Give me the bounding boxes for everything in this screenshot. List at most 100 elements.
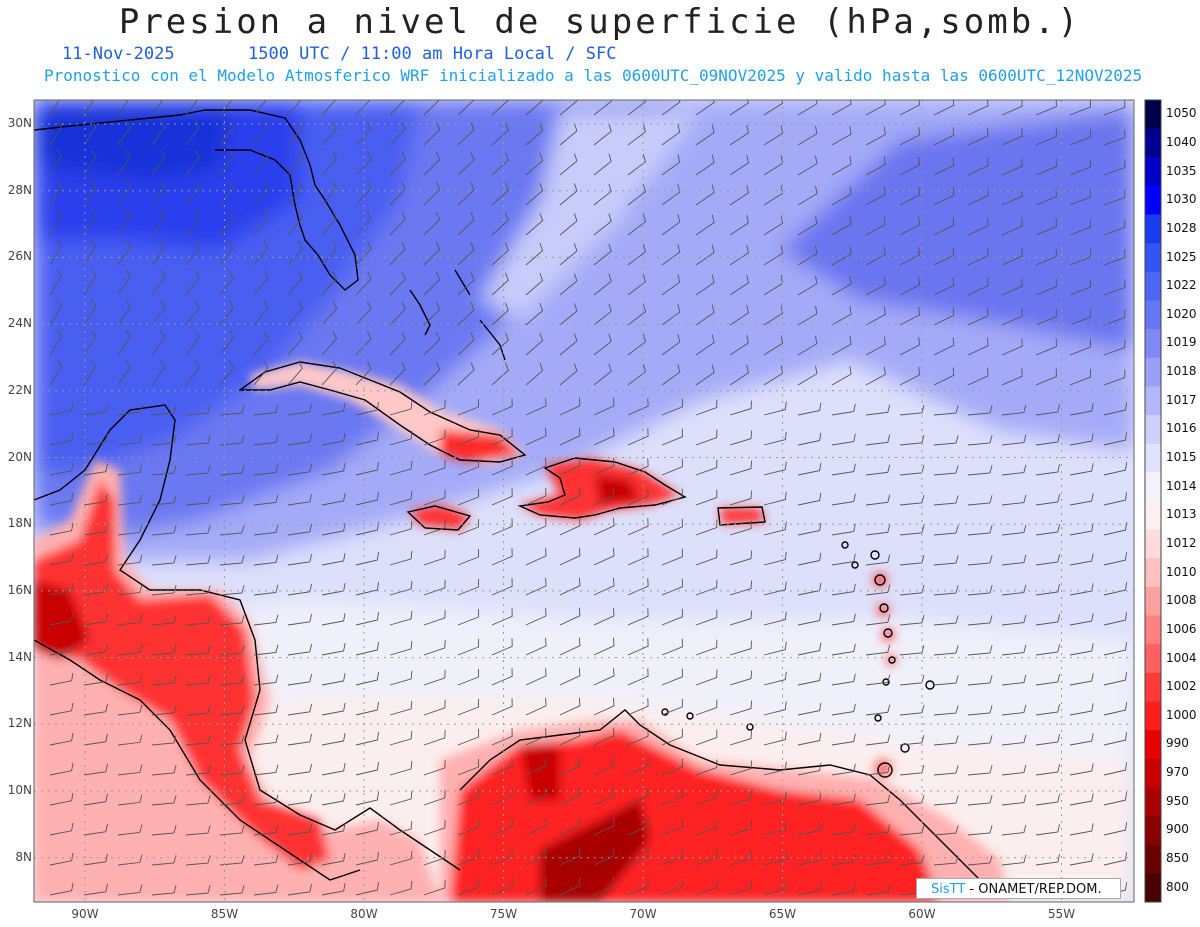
wind-barb (525, 547, 547, 566)
wind-barb (49, 432, 74, 446)
wind-barb (831, 276, 852, 296)
wind-barb (491, 608, 513, 626)
wind-barb (287, 270, 303, 296)
wind-barb (559, 637, 581, 656)
wind-barb (1001, 734, 1027, 746)
wind-barb (49, 492, 74, 506)
wind-barb (763, 611, 787, 626)
colorbar-level-label: 1030 (1166, 192, 1197, 207)
wind-barb (117, 100, 129, 116)
wind-barb (627, 608, 649, 626)
wind-barb (763, 245, 784, 266)
wind-barb (389, 181, 406, 206)
wind-barb (287, 300, 303, 326)
wind-barb (661, 364, 681, 386)
wind-barb (831, 673, 856, 686)
wind-barb (321, 463, 346, 476)
wind-barb (185, 645, 211, 656)
wind-barb (967, 855, 993, 866)
wind-barb (1069, 129, 1091, 146)
wind-barb (593, 333, 612, 356)
wind-barb (933, 615, 959, 626)
wind-barb (593, 517, 615, 536)
wind-barb (967, 525, 993, 536)
lat-label: 22N (7, 382, 32, 397)
wind-barb (899, 734, 925, 746)
wind-barb (151, 240, 166, 266)
wind-barb (593, 100, 612, 116)
wind-barb (185, 360, 200, 386)
wind-barb (831, 403, 856, 416)
wind-barb (457, 332, 475, 356)
pressure-field (34, 100, 1134, 902)
wind-barb (763, 461, 787, 476)
wind-barb (49, 642, 74, 656)
wind-barb (253, 524, 279, 536)
wind-barb (933, 247, 955, 266)
lon-label: 75W (489, 907, 518, 921)
wind-barb (933, 765, 959, 776)
wind-barb (253, 434, 279, 446)
wind-barb (695, 100, 715, 116)
wind-barb (457, 639, 479, 656)
wind-barb (1103, 492, 1128, 506)
wind-barb (1103, 189, 1126, 206)
wind-barb (1001, 158, 1023, 176)
wind-barb (491, 182, 509, 206)
wind-barb (627, 728, 649, 746)
wind-barb (253, 794, 279, 806)
wind-barb (355, 121, 372, 146)
wind-barb (423, 549, 446, 566)
wind-barb (525, 212, 544, 236)
wind-barb (661, 848, 683, 866)
wind-barb (967, 765, 993, 776)
wind-barb (933, 405, 959, 416)
wind-barb (287, 360, 303, 386)
wind-barb (525, 487, 547, 506)
colorbar-swatch (1145, 243, 1161, 273)
wind-barb (763, 215, 784, 236)
wind-barb (219, 465, 245, 476)
wind-barb (525, 517, 547, 536)
wind-barb (1035, 854, 1061, 866)
wind-barb (491, 878, 513, 896)
wind-barb (695, 429, 718, 446)
wind-barb (219, 150, 235, 176)
wind-barb (1035, 764, 1061, 776)
wind-barb (933, 307, 955, 326)
wind-barb (321, 271, 338, 296)
wind-barb (117, 884, 143, 896)
wind-barb (321, 553, 346, 566)
wind-barb (423, 212, 441, 236)
credit-badge: SisTT - ONAMET/REP.DOM. (916, 878, 1121, 899)
wind-barb (1069, 249, 1091, 266)
wind-barb (865, 216, 886, 236)
wind-barb (117, 359, 131, 386)
wind-barb (967, 157, 989, 176)
wind-barb (695, 609, 718, 626)
wind-barb (899, 704, 925, 716)
wind-barb (457, 699, 479, 716)
wind-barb (1069, 823, 1094, 836)
wind-barb (457, 399, 479, 416)
wind-barb (967, 217, 989, 236)
wind-barb (457, 459, 479, 476)
wind-barb (185, 825, 211, 836)
wind-barb (899, 276, 921, 296)
wind-barb (525, 427, 547, 446)
date-label: 11-Nov-2025 (62, 44, 175, 64)
wind-barb (831, 523, 856, 536)
wind-barb (83, 269, 97, 296)
colorbar-swatch (1145, 443, 1161, 473)
wind-barb (491, 428, 513, 446)
wind-barb (865, 854, 891, 866)
wind-barb (967, 795, 993, 806)
wind-barb (49, 552, 74, 566)
wind-barb (627, 758, 649, 776)
wind-barb (1035, 404, 1061, 416)
wind-barb (83, 793, 108, 806)
wind-barb (321, 121, 338, 146)
lat-label: 18N (7, 516, 32, 531)
wind-barb (1069, 189, 1091, 206)
wind-barb (389, 301, 406, 326)
